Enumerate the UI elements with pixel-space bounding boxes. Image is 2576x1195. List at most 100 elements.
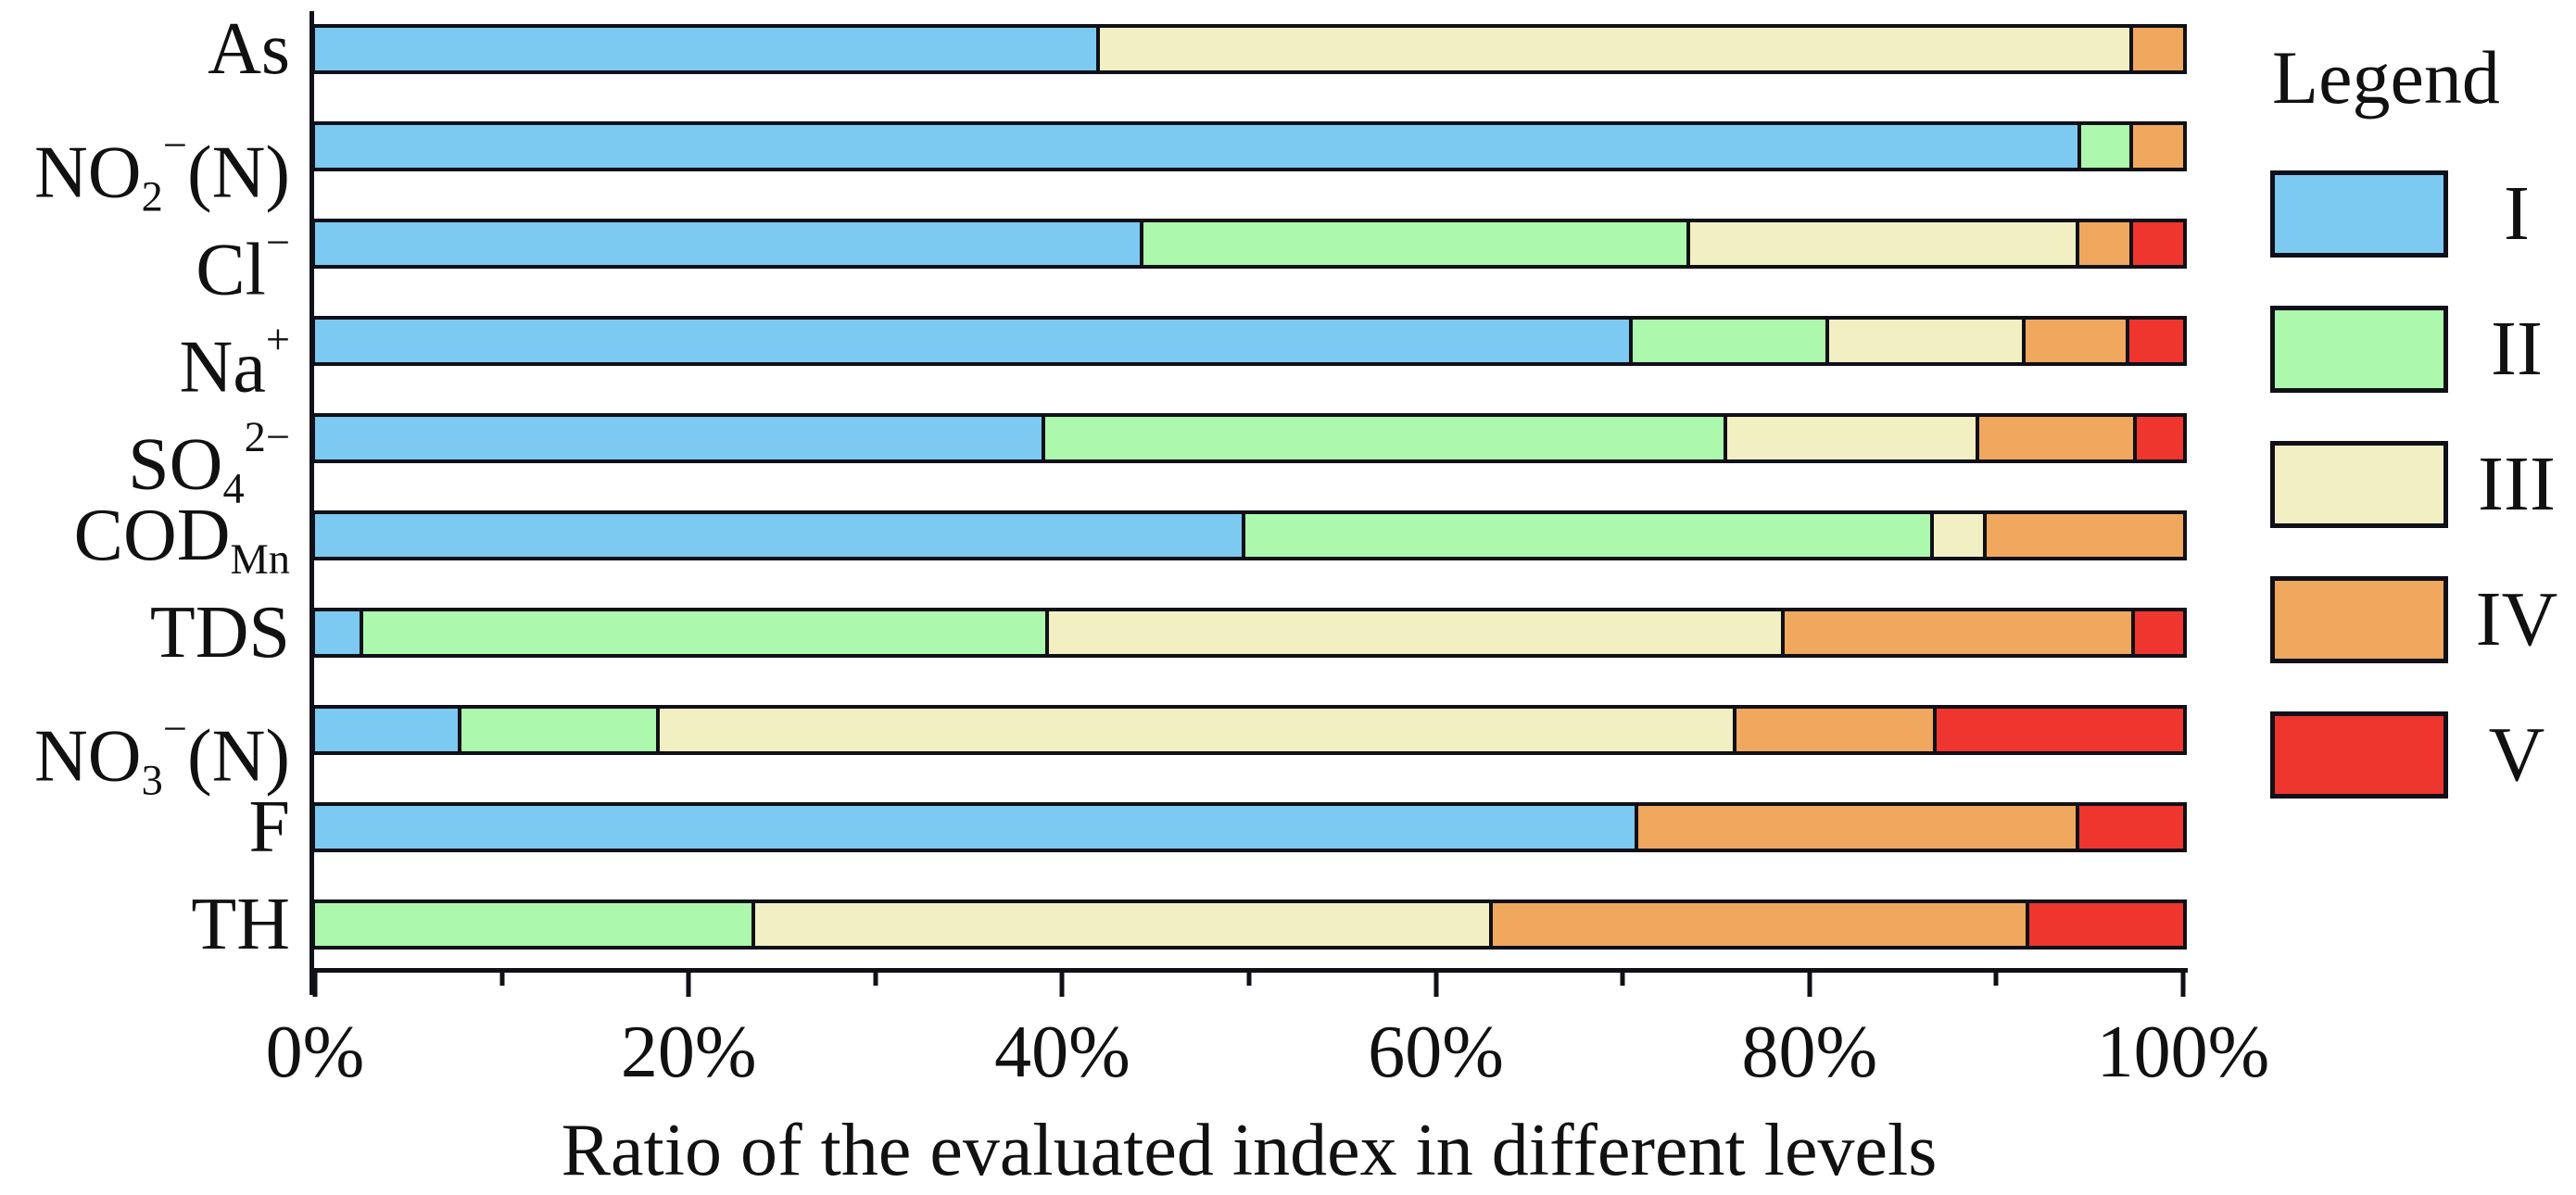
x-major-tick <box>312 973 318 997</box>
legend-label-level-IV: IV <box>2475 576 2558 662</box>
x-minor-tick <box>873 973 878 986</box>
legend-swatch-level-V <box>2270 711 2448 799</box>
x-major-tick <box>2180 973 2186 997</box>
x-tick-label: 100% <box>2096 1012 2270 1093</box>
y-axis-label-so42: SO42− <box>0 399 290 528</box>
bar-segment-level-IV <box>1634 806 2076 849</box>
bar-segment-level-IV <box>1781 611 2131 654</box>
bar-segment-level-V <box>2075 806 2183 849</box>
y-axis-line <box>309 11 314 995</box>
y-axis-label-tds: TDS <box>0 594 290 672</box>
bar-segment-level-I <box>315 417 1042 459</box>
label-text: As <box>208 8 290 90</box>
y-axis-label-f: F <box>0 786 291 868</box>
x-minor-tick <box>1993 973 1999 986</box>
x-minor-tick <box>499 973 505 986</box>
x-minor-tick <box>1620 973 1625 986</box>
label-sup: 2− <box>244 414 290 461</box>
bar-segment-level-V <box>2131 611 2183 654</box>
y-axis-label-th: TH <box>0 886 290 963</box>
bar-row-codmn <box>311 510 2187 560</box>
legend-swatch-level-I <box>2270 170 2448 258</box>
bar-segment-level-V <box>2129 222 2183 265</box>
label-sup: − <box>265 220 290 267</box>
label-sub: 3 <box>141 757 163 805</box>
label-text: Na <box>179 326 266 409</box>
bar-segment-level-II <box>360 611 1045 654</box>
bar-segment-level-III <box>1825 320 2022 362</box>
bar-segment-level-V <box>1933 709 2183 751</box>
bar-segment-level-II <box>1242 514 1931 557</box>
bar-segment-level-III <box>1096 28 2129 70</box>
x-axis-title: Ratio of the evaluated index in differen… <box>561 1110 1938 1191</box>
x-tick-label: 80% <box>1741 1012 1878 1093</box>
bar-segment-level-III <box>1930 514 1983 557</box>
bar-segment-level-I <box>315 320 1629 362</box>
bar-segment-level-IV <box>2076 222 2129 265</box>
bar-row-f <box>311 802 2187 852</box>
bar-segment-level-IV <box>2128 125 2183 168</box>
y-axis-label-as: As <box>0 10 290 88</box>
label-text: COD <box>73 495 231 576</box>
legend-label-level-I: I <box>2504 170 2530 257</box>
bar-segment-level-IV <box>2128 28 2183 70</box>
label-text: SO <box>128 423 223 506</box>
label-text: NO <box>34 132 142 214</box>
bar-segment-level-I <box>315 514 1242 557</box>
x-major-tick <box>1059 973 1065 997</box>
x-tick-label: 0% <box>265 1012 365 1093</box>
bar-row-th <box>311 899 2187 950</box>
bar-segment-level-IV <box>1733 709 1933 751</box>
x-minor-tick <box>1246 973 1252 986</box>
bar-segment-level-I <box>315 709 458 751</box>
label-sub: 4 <box>222 465 245 513</box>
bar-segment-level-I <box>315 806 1635 849</box>
legend-label-level-V: V <box>2488 711 2545 798</box>
label-text: NO <box>34 715 142 798</box>
y-axis-label-no2n: NO2−(N) <box>0 107 290 236</box>
legend-title: Legend <box>2272 35 2500 120</box>
y-axis-label-cl: Cl− <box>0 205 290 308</box>
bar-segment-level-IV <box>1976 417 2133 459</box>
x-tick-label: 20% <box>620 1012 757 1093</box>
label-text: F <box>248 786 291 868</box>
legend-label-level-III: III <box>2478 441 2556 527</box>
bar-segment-level-III <box>751 903 1489 946</box>
label-sup: + <box>265 317 290 364</box>
legend-swatch-level-II <box>2270 306 2448 393</box>
x-tick-label: 60% <box>1368 1012 1504 1093</box>
x-tick-label: 40% <box>994 1012 1130 1093</box>
bar-segment-level-I <box>315 222 1140 265</box>
bar-segment-level-IV <box>1982 514 2183 557</box>
bar-row-na <box>311 316 2187 366</box>
bar-segment-level-I <box>315 28 1097 70</box>
legend-swatch-level-IV <box>2270 576 2448 663</box>
bar-segment-level-II <box>315 903 751 946</box>
bar-segment-level-IV <box>2022 320 2126 362</box>
bar-segment-level-II <box>2077 125 2129 168</box>
label-sup: − <box>162 706 187 753</box>
label-sup: − <box>162 122 187 170</box>
bar-segment-level-III <box>1724 417 1976 459</box>
bar-segment-level-III <box>656 709 1733 751</box>
x-major-tick <box>1807 973 1812 997</box>
bar-row-cl <box>311 219 2187 269</box>
label-sub: 2 <box>141 173 163 221</box>
x-major-tick <box>1433 973 1439 997</box>
bar-segment-level-V <box>2126 320 2183 362</box>
legend-label-level-II: II <box>2491 306 2543 392</box>
bar-segment-level-II <box>458 709 656 751</box>
label-text: Cl <box>196 229 266 311</box>
legend-swatch-level-III <box>2270 441 2448 528</box>
label-text: (N) <box>186 132 290 214</box>
label-sub: Mn <box>230 536 290 585</box>
bar-segment-level-II <box>1140 222 1686 265</box>
bar-row-tds <box>311 608 2187 658</box>
bar-row-no3n <box>311 705 2187 755</box>
bar-row-as <box>311 24 2187 74</box>
label-text: TDS <box>149 592 290 673</box>
bar-row-so42 <box>311 413 2187 463</box>
bar-segment-level-III <box>1686 222 2076 265</box>
bar-segment-level-II <box>1629 320 1825 362</box>
